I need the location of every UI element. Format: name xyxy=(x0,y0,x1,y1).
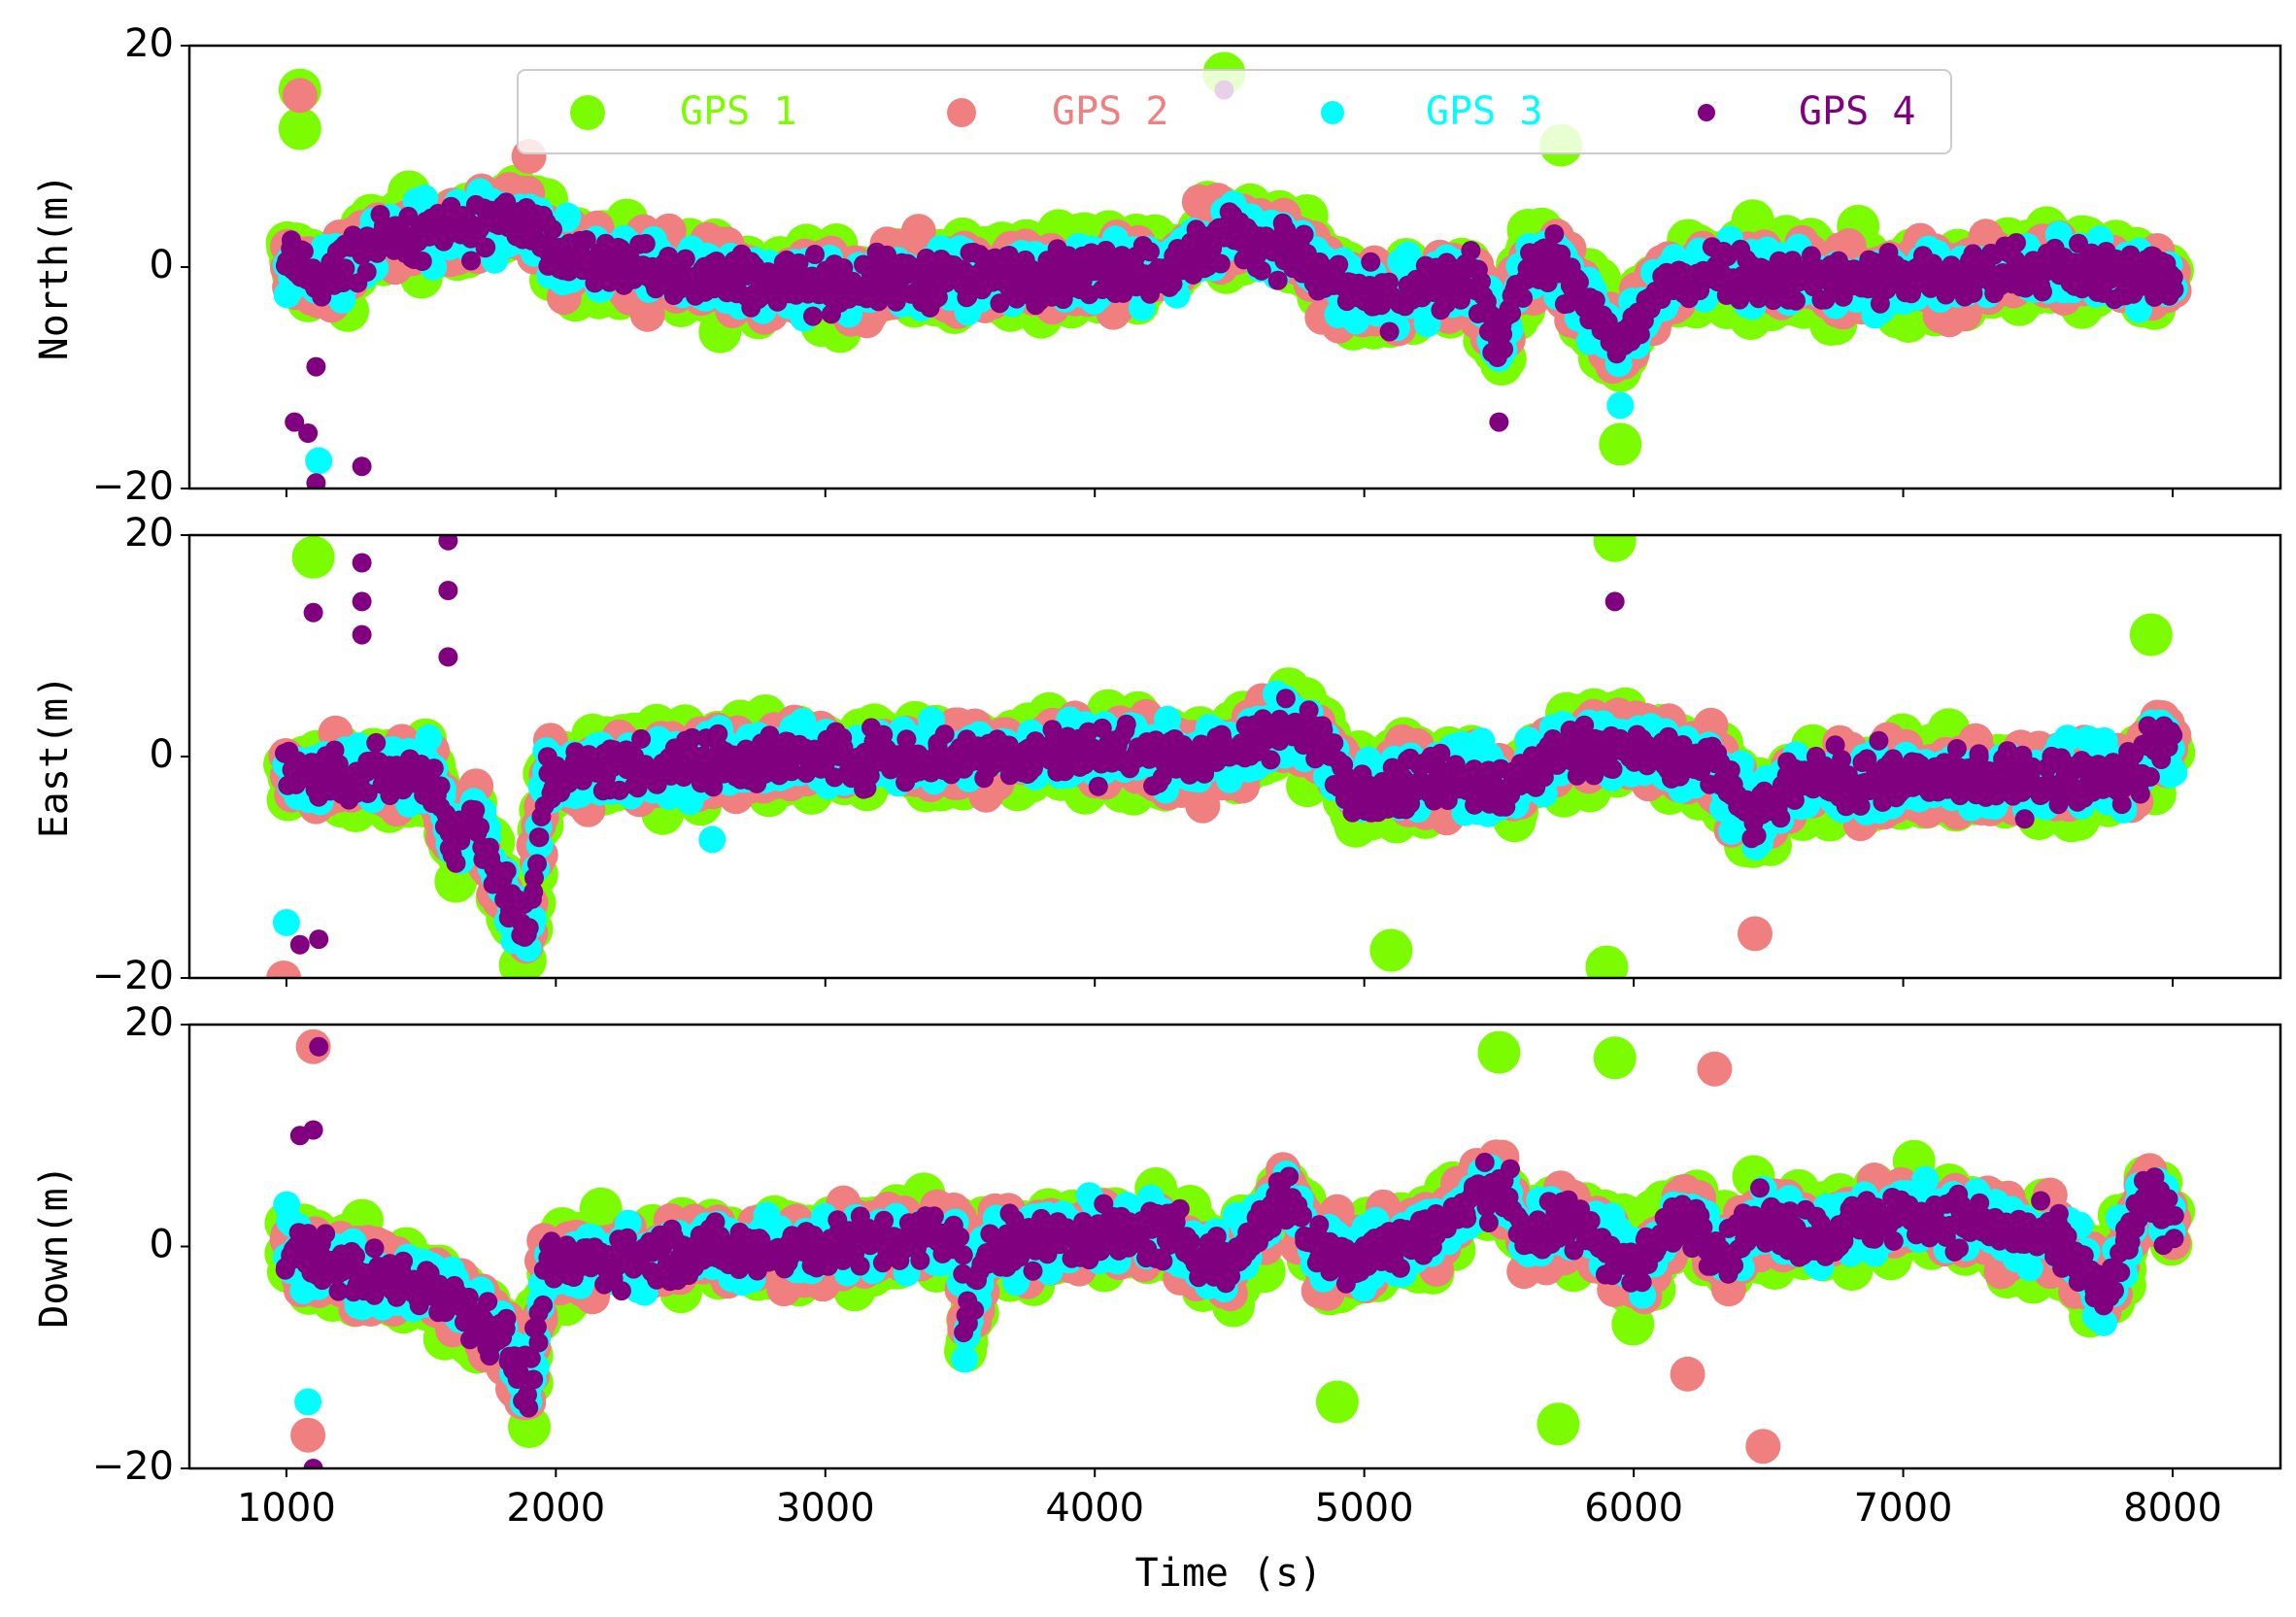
scatter-point xyxy=(1494,339,1514,359)
scatter-point xyxy=(789,253,809,273)
y-tick-label: 20 xyxy=(124,21,174,66)
scatter-point xyxy=(1294,224,1314,245)
scatter-point xyxy=(1502,303,1522,323)
scatter-point xyxy=(1544,224,1565,244)
scatter-point xyxy=(476,237,496,257)
scatter-point xyxy=(1058,246,1078,266)
scatter-point xyxy=(1267,270,1288,290)
scatter-point xyxy=(1329,254,1349,275)
outlier-point xyxy=(278,107,321,151)
scatter-point xyxy=(1513,287,1534,308)
scatter-point xyxy=(1096,240,1116,260)
scatter-point xyxy=(412,252,432,271)
series-gps4-points xyxy=(275,80,2184,488)
north-scatter-points xyxy=(265,51,2194,488)
scatter-point xyxy=(1493,324,1513,345)
scatter-point xyxy=(576,230,596,250)
scatter-point xyxy=(543,219,562,240)
outlier-point xyxy=(1606,391,1635,420)
scatter-point xyxy=(1361,252,1381,272)
outlier-point xyxy=(1599,422,1642,466)
scatter-point xyxy=(1251,260,1271,281)
scatter-point xyxy=(1786,290,1806,311)
scatter-point xyxy=(335,258,355,279)
scatter-point xyxy=(2007,233,2026,253)
north-y-ticks: −20 0 20 xyxy=(92,21,189,509)
outlier-point xyxy=(306,356,326,377)
scatter-point xyxy=(877,245,897,265)
east-scatter-points xyxy=(263,535,2196,978)
scatter-point xyxy=(1461,241,1481,260)
scatter-point xyxy=(1471,271,1491,291)
outlier-point xyxy=(305,447,333,475)
scatter-point xyxy=(916,248,936,268)
outlier-point xyxy=(1489,412,1509,432)
north-y-axis-label: North(m) xyxy=(32,174,77,361)
scatter-point xyxy=(1140,242,1160,262)
north-x-ticks xyxy=(285,488,2175,497)
scatter-point xyxy=(1210,253,1231,274)
scatter-point xyxy=(635,233,656,253)
y-tick-label: −20 xyxy=(92,464,174,509)
scatter-point xyxy=(461,251,481,271)
scatter-point xyxy=(1394,241,1422,269)
scatter-point xyxy=(554,202,582,230)
scatter-point xyxy=(990,293,1010,314)
outlier-point xyxy=(285,412,305,432)
y-tick-label: 0 xyxy=(150,243,174,287)
scatter-point xyxy=(1379,321,1400,342)
north-panel: −20 0 20 North(m) xyxy=(32,21,2282,509)
scatter-point xyxy=(675,249,695,269)
scatter-point xyxy=(2072,279,2092,299)
scatter-point xyxy=(803,306,823,326)
scatter-point xyxy=(1342,307,1370,335)
outlier-point xyxy=(306,473,326,488)
scatter-point xyxy=(1163,274,1183,294)
outlier-point xyxy=(298,423,319,443)
outlier-point xyxy=(352,456,372,477)
scatter-point xyxy=(293,241,314,261)
scatter-point xyxy=(2164,280,2184,300)
scatter-point xyxy=(411,185,439,213)
outlier-point xyxy=(282,78,318,114)
scatter-point xyxy=(398,206,419,226)
scatter-point xyxy=(2033,282,2052,302)
scatter-point xyxy=(356,262,377,282)
scatter-point xyxy=(805,245,825,264)
